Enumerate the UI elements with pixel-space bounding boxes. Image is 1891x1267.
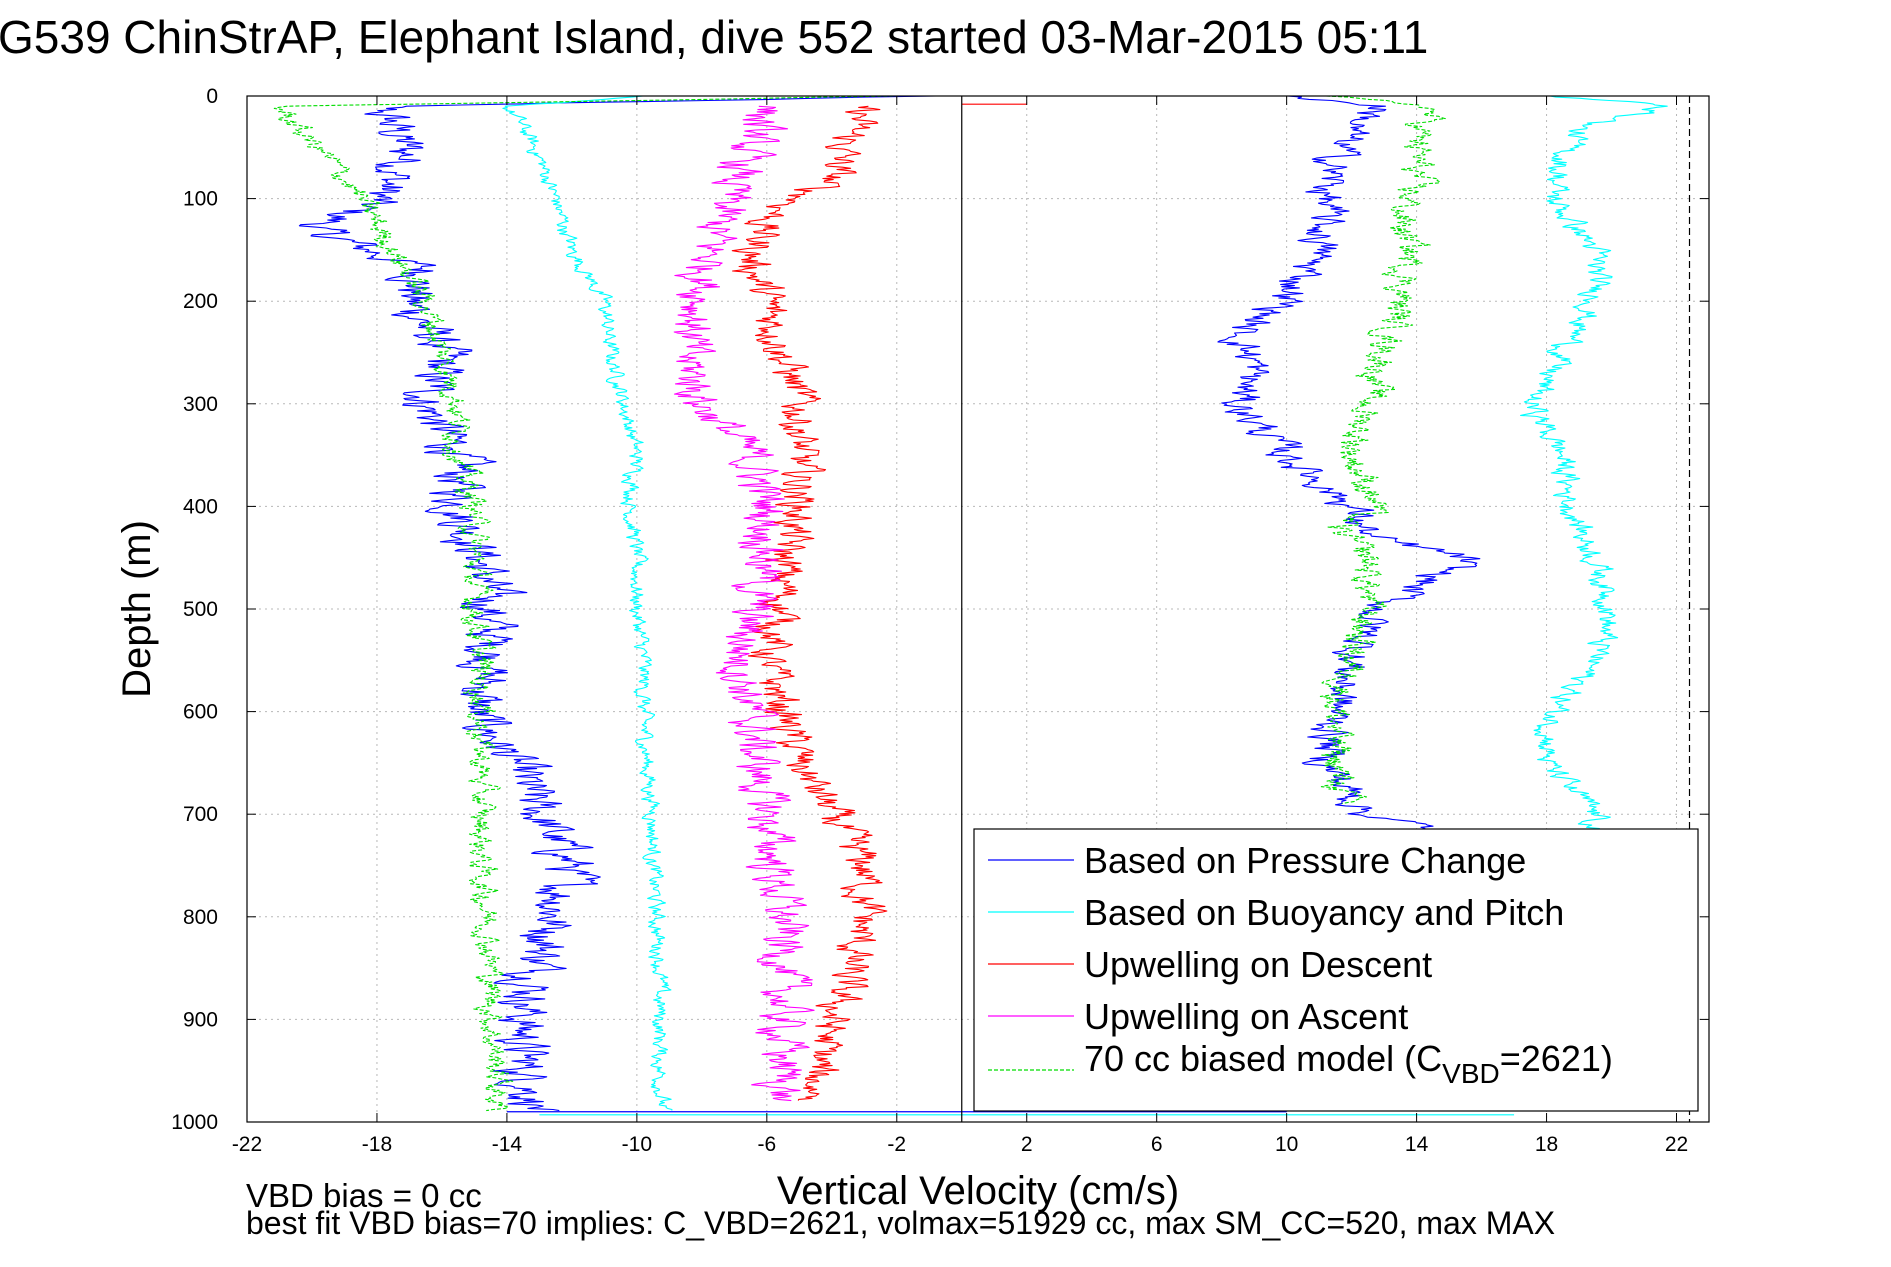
y-axis-ticks: 0 100 200 300 400 500 600 700 800 900 1000 — [171, 85, 1709, 1134]
legend: Based on Pressure Change Based on Buoyanc… — [973, 828, 1699, 1112]
legend-box — [973, 828, 1699, 1112]
x-tick-label: -6 — [757, 1133, 776, 1156]
legend-label-tail: =2621) — [1500, 1038, 1613, 1079]
legend-label: Upwelling on Ascent — [1084, 996, 1408, 1037]
y-tick-label: 900 — [183, 1008, 218, 1031]
x-tick-label: -10 — [622, 1133, 652, 1156]
legend-label: 70 cc biased model (CVBD=2621) — [1084, 1038, 1613, 1089]
y-tick-label: 400 — [183, 495, 218, 518]
x-tick-label: 22 — [1665, 1133, 1688, 1156]
chart-title: G539 ChinStrAP, Elephant Island, dive 55… — [0, 11, 1428, 63]
x-tick-label: 2 — [1021, 1133, 1033, 1156]
y-tick-label: 0 — [206, 85, 218, 108]
x-tick-label: 10 — [1275, 1133, 1298, 1156]
x-tick-label: -2 — [887, 1133, 906, 1156]
legend-label-subscript: VBD — [1442, 1058, 1500, 1089]
annotation-best-fit: best fit VBD bias=70 implies: C_VBD=2621… — [246, 1205, 1555, 1241]
y-tick-label: 500 — [183, 598, 218, 621]
series-line — [1319, 95, 1446, 805]
reference-lines — [961, 96, 1691, 1122]
y-tick-label: 700 — [183, 803, 218, 826]
series-line — [298, 95, 936, 1112]
series-line — [273, 95, 900, 1112]
series-line — [1217, 95, 1481, 830]
series-line — [502, 95, 673, 1111]
legend-label: Based on Buoyancy and Pitch — [1084, 892, 1564, 933]
x-tick-label: 18 — [1535, 1133, 1558, 1156]
y-tick-label: 800 — [183, 906, 218, 929]
series-line — [673, 105, 815, 1102]
x-tick-label: -22 — [232, 1133, 262, 1156]
series-line — [1520, 95, 1668, 830]
y-tick-label: 600 — [183, 701, 218, 724]
x-axis-label: Vertical Velocity (cm/s) — [777, 1169, 1179, 1213]
legend-label: Upwelling on Descent — [1084, 944, 1432, 985]
x-axis-ticks: -22 -18 -14 -10 -6 -2 2 6 10 14 18 22 — [232, 96, 1688, 1156]
y-tick-label: 200 — [183, 290, 218, 313]
y-tick-label: 100 — [183, 188, 218, 211]
y-tick-label: 300 — [183, 393, 218, 416]
annotation-vbd-bias: VBD bias = 0 cc — [246, 1177, 482, 1214]
x-tick-label: -18 — [362, 1133, 392, 1156]
x-tick-label: 6 — [1151, 1133, 1163, 1156]
legend-label: Based on Pressure Change — [1084, 840, 1526, 881]
legend-label-main: 70 cc biased model (C — [1084, 1038, 1442, 1079]
y-axis-label: Depth (m) — [115, 520, 159, 698]
x-tick-label: -14 — [492, 1133, 523, 1156]
x-tick-label: 14 — [1405, 1133, 1429, 1156]
legend-entries: Based on Pressure Change Based on Buoyanc… — [988, 840, 1613, 1089]
y-tick-label: 1000 — [171, 1111, 218, 1134]
